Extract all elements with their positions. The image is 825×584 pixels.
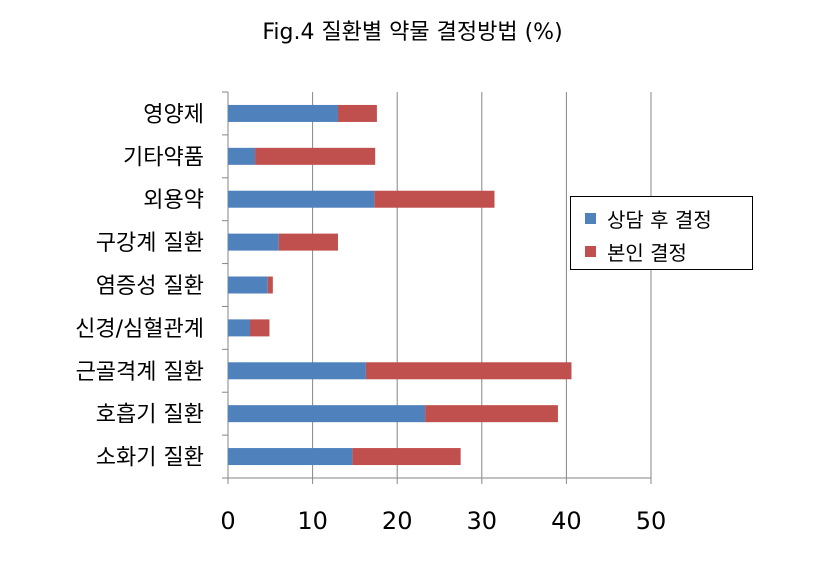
- bar-segment-self: [255, 147, 376, 165]
- legend-item-consult: 상담 후 결정: [585, 204, 712, 232]
- bar-segment-self: [425, 405, 558, 423]
- bar-segment-consult: [228, 190, 375, 208]
- chart-title: Fig.4 질환별 약물 결정방법 (%): [262, 20, 563, 45]
- category-label: 구강계 질환: [96, 231, 204, 256]
- x-tick-label: 50: [636, 507, 667, 535]
- bar-segment-self: [374, 190, 495, 208]
- legend-swatch-self: [585, 245, 596, 257]
- bar-segment-self: [365, 362, 572, 380]
- category-label: 근골격계 질환: [76, 360, 204, 385]
- x-tick-label: 0: [220, 507, 235, 535]
- bar-segment-consult: [228, 104, 338, 122]
- category-label: 소화기 질환: [96, 446, 204, 471]
- category-label: 호흡기 질환: [96, 403, 204, 428]
- bar-segment-consult: [228, 362, 366, 380]
- legend-label-consult: 상담 후 결정: [607, 207, 712, 232]
- legend-item-self: 본인 결정: [585, 237, 687, 265]
- x-tick-label: 20: [382, 507, 413, 535]
- bar-segment-self: [352, 448, 461, 466]
- category-label: 염증성 질환: [96, 274, 204, 299]
- bar-segment-consult: [228, 233, 279, 251]
- legend-swatch-consult: [585, 212, 596, 224]
- bar-segment-consult: [228, 147, 256, 165]
- category-label: 외용약: [143, 188, 204, 213]
- bar-segment-self: [278, 233, 338, 251]
- legend-label-self: 본인 결정: [607, 240, 687, 265]
- bar-segment-self: [249, 319, 270, 337]
- category-label: 기타약품: [123, 145, 204, 170]
- bars: [228, 104, 572, 466]
- category-label: 영양제: [143, 102, 204, 127]
- x-tick-label: 30: [467, 507, 498, 535]
- bar-segment-consult: [228, 405, 426, 423]
- bar-segment-consult: [228, 276, 268, 294]
- bar-segment-self: [337, 104, 377, 122]
- x-tick-labels: 0 10 20 30 40 50: [220, 507, 666, 535]
- bar-segment-self: [267, 276, 273, 294]
- category-label: 신경/심혈관계: [75, 317, 204, 342]
- x-tick-label: 10: [297, 507, 328, 535]
- bar-segment-consult: [228, 448, 353, 466]
- bar-segment-consult: [228, 319, 250, 337]
- legend: 상담 후 결정 본인 결정: [570, 196, 753, 270]
- x-tick-label: 40: [551, 507, 582, 535]
